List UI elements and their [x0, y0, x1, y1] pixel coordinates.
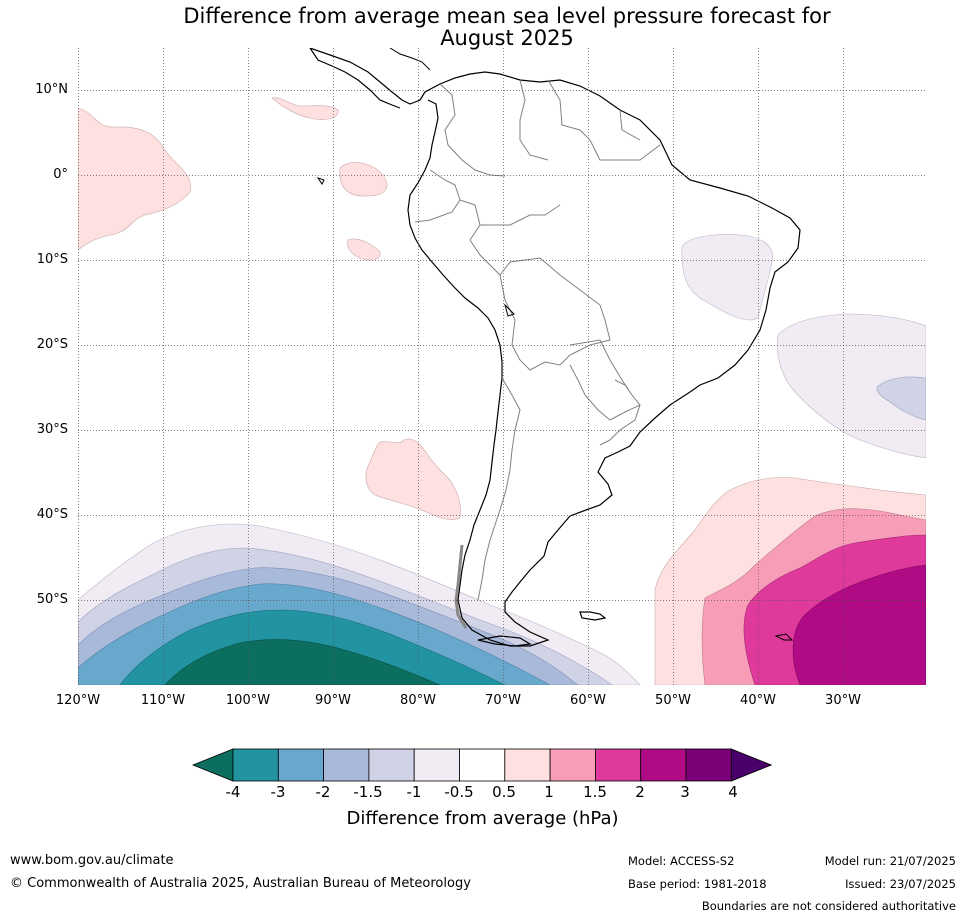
lat-label: 0°: [53, 167, 68, 182]
lon-label: 30°W: [825, 693, 861, 708]
colorbar-tick: -3: [270, 783, 286, 801]
chile-archipelago: [454, 544, 468, 629]
colorbar-box: [504, 748, 551, 782]
lat-label: 30°S: [36, 422, 68, 437]
anomaly-south-pacific-neg-4: [164, 639, 441, 685]
anomaly-10n-positive: [271, 97, 339, 120]
galapagos: [316, 177, 325, 185]
anomaly-chile-positive: [365, 438, 461, 520]
colorbar-box: [685, 748, 732, 782]
colorbar-box: [595, 748, 642, 782]
lon-label: 80°W: [400, 693, 436, 708]
colorbar-tick: -0.5: [444, 783, 474, 801]
website-link[interactable]: www.bom.gov.au/climate: [10, 853, 174, 868]
lat-label: 10°N: [35, 82, 68, 97]
lon-label: 50°W: [655, 693, 691, 708]
lon-label: 120°W: [55, 693, 101, 708]
south-america-coastline: [309, 48, 801, 647]
colorbar-tick: -2: [315, 783, 331, 801]
colorbar-tick: -1: [406, 783, 422, 801]
colorbar-tick: -4: [225, 783, 241, 801]
anomaly-west-pacific-positive: [78, 107, 192, 251]
south-georgia: [774, 633, 794, 641]
model-run-text: Model run: 21/07/2025: [824, 854, 956, 868]
issued-text: Issued: 23/07/2025: [845, 877, 956, 891]
lat-label: 50°S: [36, 592, 68, 607]
anomaly-brazil-negative: [681, 234, 773, 321]
lon-label: 110°W: [140, 693, 186, 708]
lon-label: 70°W: [485, 693, 521, 708]
lon-label: 60°W: [570, 693, 606, 708]
colorbar-box: [459, 748, 506, 782]
title-line-1: Difference from average mean sea level p…: [183, 4, 831, 28]
country-borders: [414, 79, 661, 601]
title-line-2: August 2025: [440, 26, 574, 50]
lon-label: 40°W: [740, 693, 776, 708]
graticule: [78, 48, 926, 685]
colorbar-box: [368, 748, 415, 782]
colorbar-box: [323, 748, 370, 782]
colorbar-tick: 1: [544, 783, 554, 801]
caribbean-coast: [389, 48, 431, 71]
colorbar-box: [640, 748, 687, 782]
lat-label: 10°S: [36, 252, 68, 267]
anomaly-south-atlantic-negative: [776, 313, 926, 459]
lake-titicaca: [504, 303, 515, 317]
copyright-text: © Commonwealth of Australia 2025, Austra…: [10, 876, 471, 891]
colorbar-tick: 1.5: [583, 783, 607, 801]
lon-label: 100°W: [225, 693, 271, 708]
colorbar-tick: 2: [635, 783, 645, 801]
disclaimer-text: Boundaries are not considered authoritat…: [701, 899, 956, 913]
colorbar-arrow-high: [730, 748, 773, 782]
anomaly-equator-positive: [339, 162, 388, 197]
tierra-del-fuego: [477, 635, 532, 647]
anomaly-south-atlantic-neg-1.5: [876, 376, 926, 421]
colorbar-tick: 4: [728, 783, 738, 801]
colorbar-box: [549, 748, 596, 782]
lon-label: 90°W: [315, 693, 351, 708]
colorbar-box: [277, 748, 324, 782]
colorbar-arrow-low: [191, 748, 234, 782]
lat-label: 40°S: [36, 507, 68, 522]
base-period-text: Base period: 1981-2018: [628, 877, 767, 891]
map-title: Difference from average mean sea level p…: [78, 5, 936, 49]
colorbar-tick: 0.5: [492, 783, 516, 801]
colorbar-box: [413, 748, 460, 782]
colorbar-title: Difference from average (hPa): [346, 808, 619, 829]
colorbar-box: [232, 748, 279, 782]
central-america-coastline: [309, 48, 401, 109]
anomaly-10s-positive: [347, 238, 381, 261]
model-text: Model: ACCESS-S2: [628, 854, 735, 868]
anomaly-south-atlantic-3: [792, 564, 926, 685]
lat-label: 20°S: [36, 337, 68, 352]
colorbar-tick: 3: [680, 783, 690, 801]
falkland-islands: [579, 611, 607, 621]
colorbar-tick: -1.5: [353, 783, 383, 801]
